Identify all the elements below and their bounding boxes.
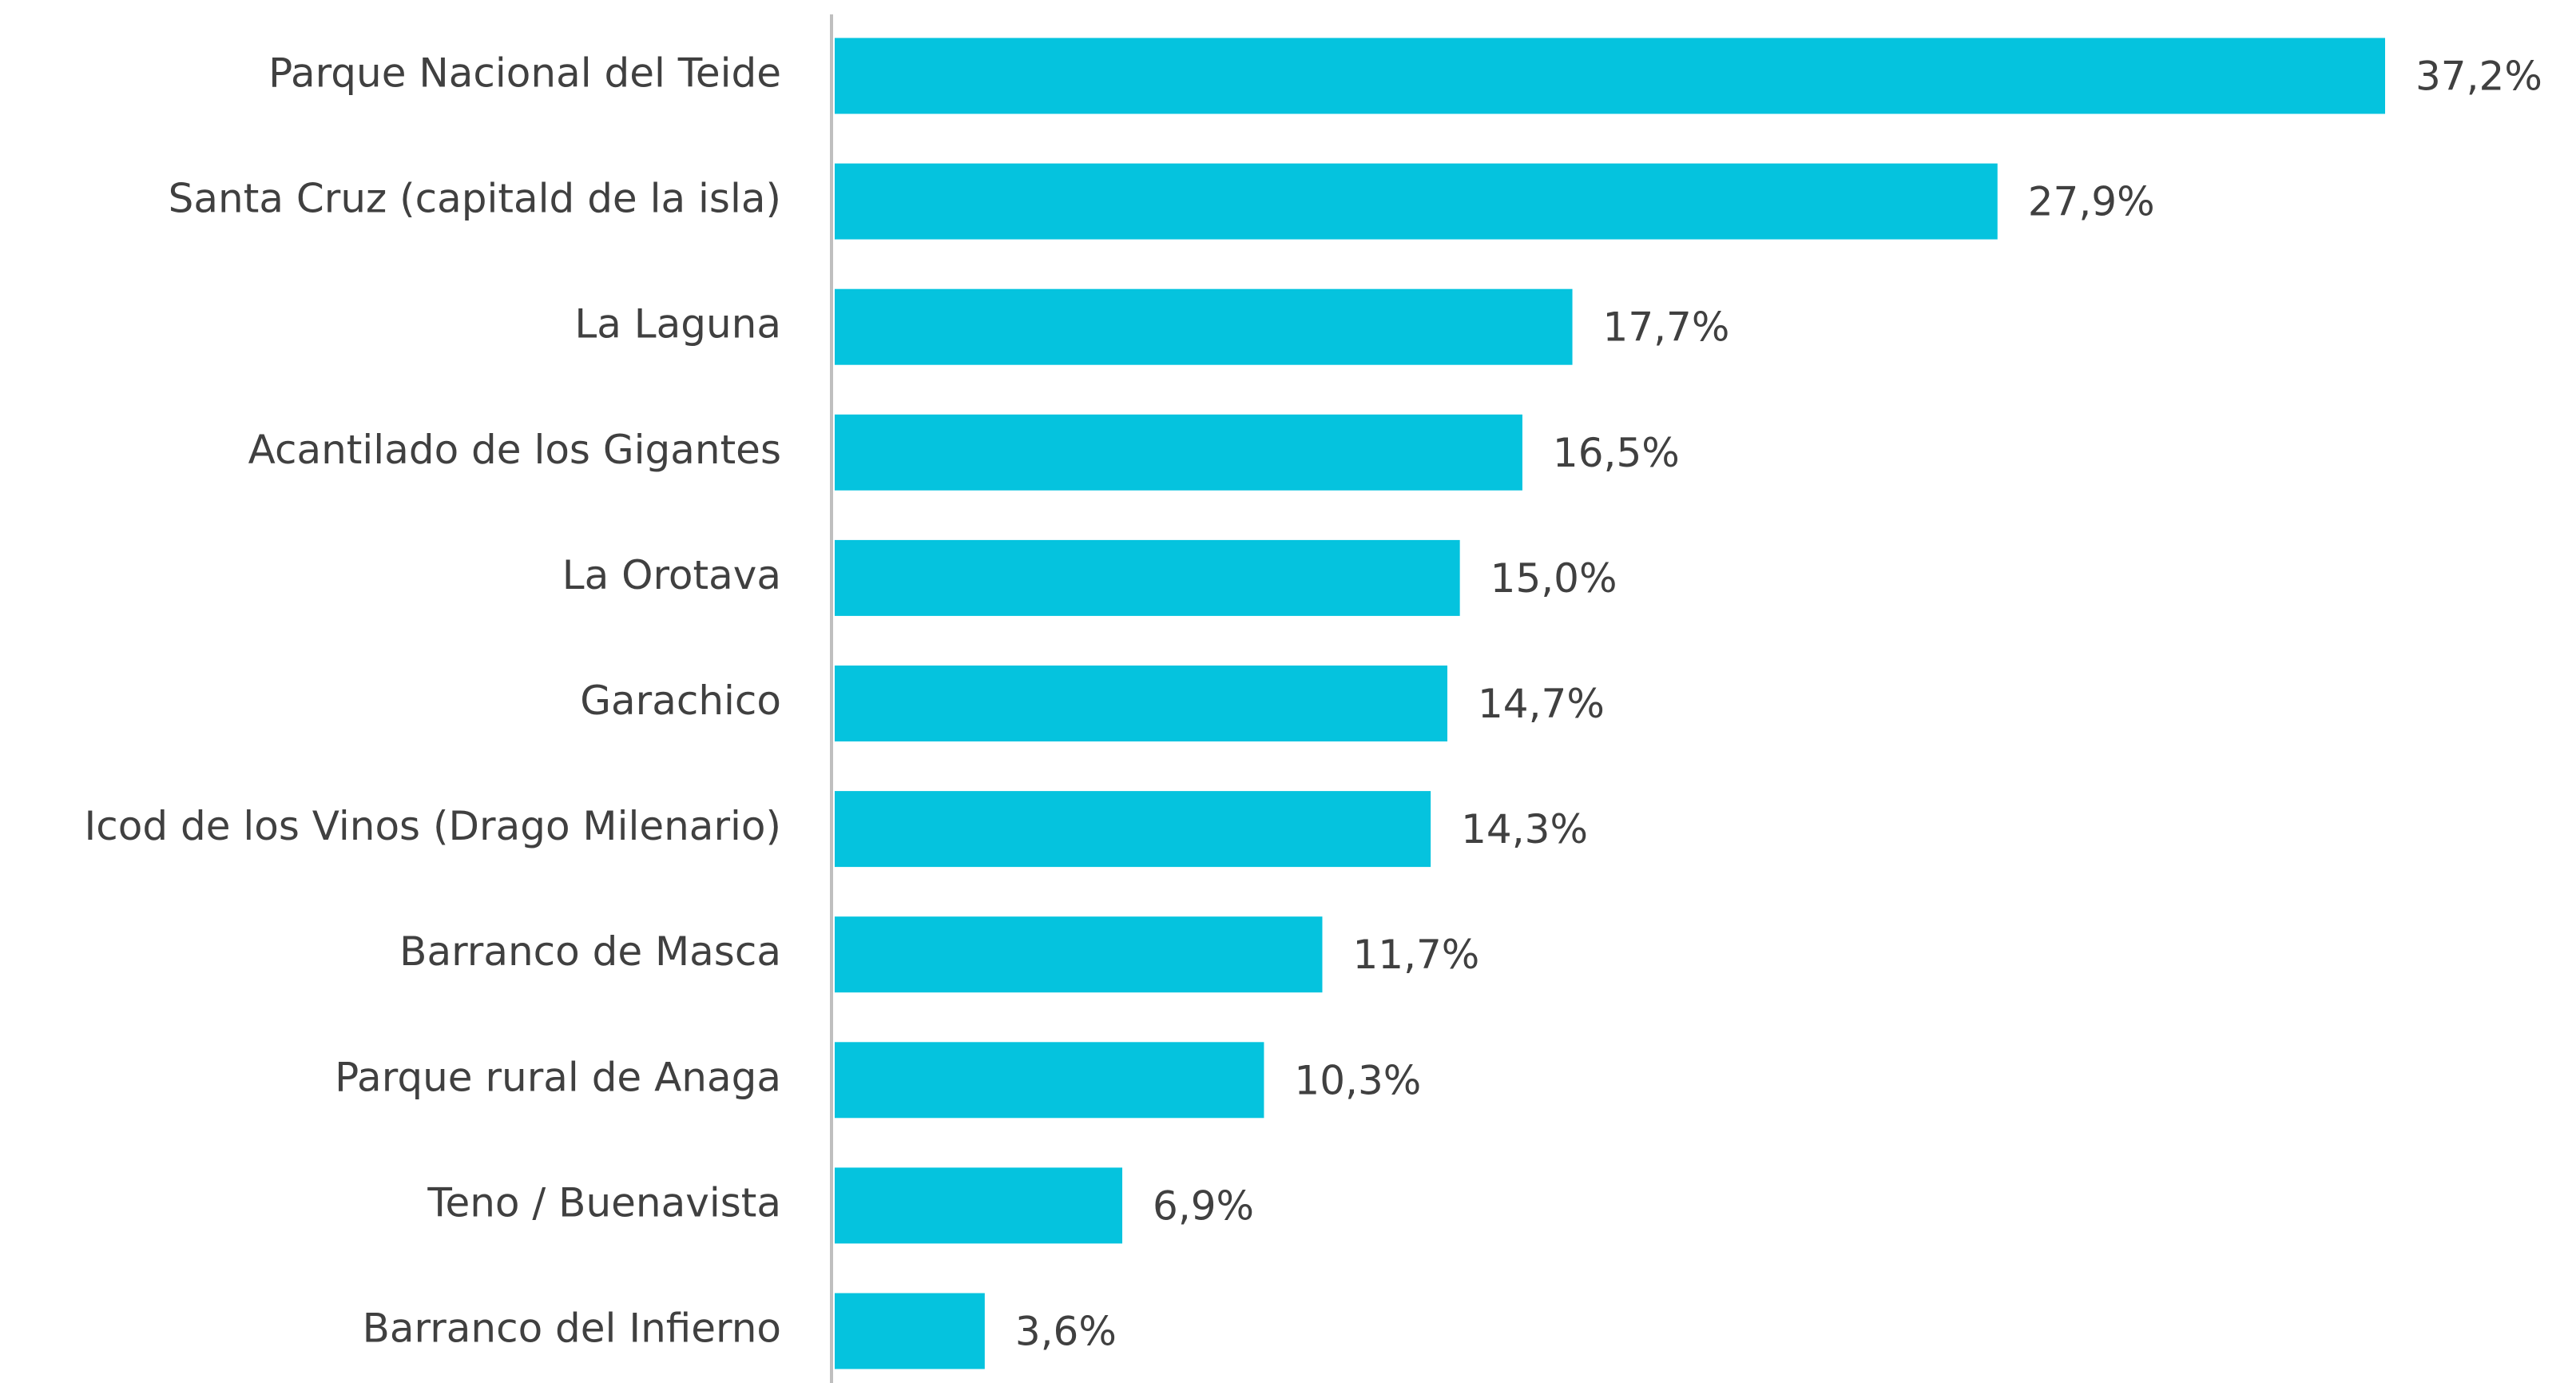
- bar: [835, 916, 1323, 993]
- bar: [835, 539, 1460, 616]
- bar: [835, 414, 1522, 491]
- y-tick-label: Parque rural de Anaga: [335, 1054, 781, 1100]
- y-tick-label: Teno / Buenavista: [427, 1179, 781, 1226]
- bar: [835, 38, 2385, 114]
- data-label: 27,9%: [2028, 179, 2155, 225]
- y-tick-label: La Orotava: [562, 552, 781, 598]
- bar: [835, 288, 1573, 365]
- data-label: 11,7%: [1352, 932, 1479, 978]
- y-tick-label: Barranco de Masca: [399, 928, 781, 975]
- data-label: 15,0%: [1490, 555, 1617, 602]
- y-tick-label: Santa Cruz (capitald de la isla): [169, 176, 781, 222]
- data-label: 14,3%: [1461, 806, 1588, 852]
- data-label: 14,7%: [1478, 681, 1605, 727]
- data-label: 17,7%: [1603, 304, 1730, 351]
- y-tick-label: Icod de los Vinos (Drago Milenario): [85, 803, 782, 849]
- y-tick-label: Acantilado de los Gigantes: [248, 427, 781, 473]
- y-tick-label: La Laguna: [574, 301, 781, 348]
- data-label: 16,5%: [1553, 430, 1680, 476]
- bar: [835, 1293, 985, 1369]
- y-tick-label: Parque Nacional del Teide: [268, 50, 781, 97]
- data-label: 6,9%: [1153, 1182, 1254, 1229]
- bar: [835, 666, 1448, 741]
- data-label: 3,6%: [1015, 1309, 1117, 1355]
- y-tick-label: Barranco del Infierno: [363, 1306, 781, 1352]
- data-label: 10,3%: [1294, 1057, 1421, 1103]
- data-label: 37,2%: [2415, 54, 2542, 100]
- bar: [835, 791, 1431, 868]
- bar: [835, 1042, 1264, 1119]
- bar: [835, 1167, 1123, 1244]
- bar: [835, 163, 1998, 240]
- y-tick-label: Garachico: [580, 678, 781, 724]
